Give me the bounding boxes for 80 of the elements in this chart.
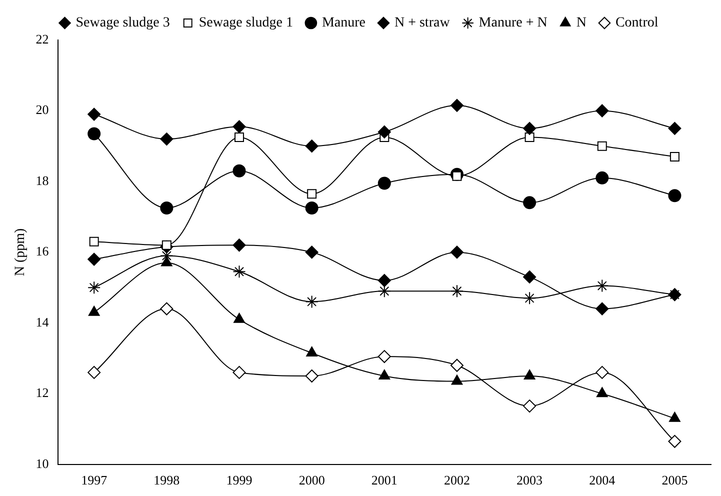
x-tick-label: 2003 [516,472,543,488]
point [450,98,464,112]
point [232,238,246,252]
y-tick-label: 18 [36,172,49,188]
point [450,246,464,259]
point [523,122,536,135]
y-tick-label: 10 [36,456,49,471]
y-axis-title: N (ppm) [13,228,28,276]
point [378,274,391,287]
point [89,236,99,246]
point [232,164,246,178]
x-tick-label: 1999 [226,472,252,488]
point [523,270,536,284]
point [596,366,609,379]
point [450,358,464,372]
point [596,279,609,292]
point [234,132,244,142]
point [88,108,101,121]
x-tick-label: 2001 [371,472,398,488]
point [670,152,680,162]
legend-label: Sewage sludge 3 [76,16,170,31]
x-tick-label: 2002 [444,472,470,488]
point [668,434,682,448]
x-tick-label: 2005 [662,472,688,488]
point [524,369,536,380]
point [668,189,682,202]
point [232,366,246,379]
point [596,171,609,184]
x-tick-label: 2000 [298,472,325,488]
point [378,284,391,298]
point [450,284,464,298]
point [378,350,391,364]
y-tick-label: 22 [36,31,49,46]
point [451,374,463,385]
point [307,189,317,199]
legend-label: N + straw [394,16,451,31]
legend-label: Sewage sludge 1 [198,16,293,31]
point [305,140,318,153]
point [88,127,101,140]
point [668,122,682,135]
point [160,132,174,146]
point [88,281,101,294]
point [305,369,318,382]
point [306,346,318,356]
y-tick-label: 16 [36,244,50,259]
point [88,252,101,266]
point [305,295,318,308]
point [669,412,680,422]
point [597,141,607,151]
point [88,306,100,316]
y-tick-label: 12 [36,385,49,400]
point [596,387,608,398]
legend-label: Manure + N [478,16,548,31]
point [234,312,245,323]
y-tick-label: 20 [36,102,49,118]
legend-label: Control [615,16,658,31]
legend-label: Manure [322,16,366,31]
point [232,120,246,134]
point [523,400,536,413]
point [305,201,318,214]
point [305,246,318,259]
y-tick-label: 14 [36,314,50,330]
point [523,292,536,305]
point [378,125,391,138]
point [160,302,174,316]
point [232,265,246,278]
point [88,366,101,379]
point [160,256,172,266]
point [523,196,536,210]
point [160,249,174,262]
x-tick-label: 2004 [589,472,616,488]
legend-label: N [576,16,586,31]
x-tick-label: 1997 [81,472,108,488]
point [160,201,174,214]
point [596,302,609,316]
point [596,104,609,118]
point [378,369,390,380]
x-tick-label: 1998 [154,472,180,488]
point [378,176,391,190]
point [524,132,534,142]
